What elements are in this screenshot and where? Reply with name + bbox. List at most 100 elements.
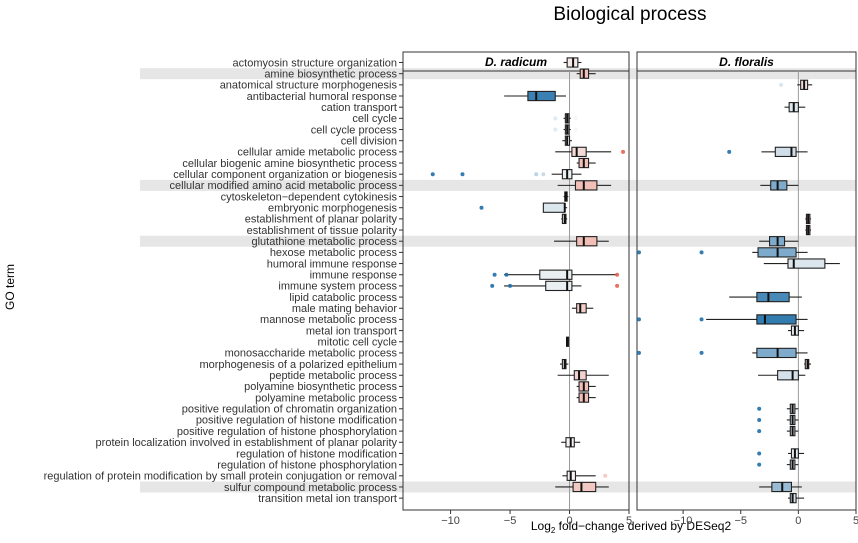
x-tick-label: 0 xyxy=(566,515,572,527)
panel-frame xyxy=(636,51,857,511)
box-iqr xyxy=(573,370,587,381)
outlier-point xyxy=(779,82,784,87)
box-group xyxy=(492,269,620,280)
y-tick-label: hexose metabolic process xyxy=(270,247,398,259)
box-group xyxy=(430,169,582,180)
box-group xyxy=(784,102,806,113)
box-group xyxy=(563,57,582,68)
outlier-point xyxy=(615,283,620,288)
box-group xyxy=(557,370,609,381)
x-tick-label: −10 xyxy=(674,515,693,527)
y-tick-label: embryonic morphogenesis xyxy=(268,203,398,215)
box-group xyxy=(562,470,608,481)
outlier-point xyxy=(541,172,546,177)
box-group xyxy=(779,79,813,90)
box-iqr xyxy=(539,269,573,280)
plot-layer: D. radicum −10 −5 0 5 D. floralis −10 −5 0 5 actom… xyxy=(44,51,858,527)
y-tick-label: mannose metabolic process xyxy=(260,314,397,326)
box-group xyxy=(557,180,612,191)
box-group xyxy=(490,280,620,292)
outlier-point xyxy=(757,429,762,434)
box-group xyxy=(560,358,569,370)
y-tick-label: morphogenesis of a polarized epithelium xyxy=(199,359,397,371)
x-tick-label: 5 xyxy=(626,515,632,527)
box-iqr xyxy=(770,180,788,191)
box-group xyxy=(555,146,626,158)
outlier-point xyxy=(699,250,704,255)
y-tick-label: anatomical structure morphogenesis xyxy=(220,80,398,92)
y-tick-label: cellular amide metabolic process xyxy=(237,147,397,159)
x-tick-label: −5 xyxy=(504,515,517,527)
y-tick-label: polyamine metabolic process xyxy=(255,392,397,404)
box-iqr xyxy=(545,280,573,292)
box-group xyxy=(561,213,568,225)
y-tick-label: monosaccharide metabolic process xyxy=(225,348,398,360)
y-tick-label: male mating behavior xyxy=(292,303,398,315)
box-group xyxy=(759,481,802,493)
box-group xyxy=(757,448,805,459)
outlier-point xyxy=(727,149,732,154)
box-group xyxy=(763,258,840,269)
x-tick-label: −10 xyxy=(441,515,460,527)
box-group xyxy=(637,314,808,325)
box-iqr xyxy=(576,303,587,314)
outlier-point xyxy=(637,317,641,322)
highlight-band xyxy=(140,179,856,191)
y-tick-label: regulation of histone modification xyxy=(236,448,397,460)
facet-strip-label: D. radicum xyxy=(485,55,547,69)
box-group xyxy=(637,247,808,258)
y-tick-label: amine biosynthetic process xyxy=(264,68,397,80)
x-tick-label: 5 xyxy=(853,515,858,527)
box-iqr xyxy=(576,236,598,247)
y-tick-label: regulation of histone phosphorylation xyxy=(217,459,397,471)
y-tick-label: peptide metabolic process xyxy=(269,370,397,382)
outlier-point xyxy=(479,205,484,210)
y-tick-label: sulfur compound metabolic process xyxy=(224,482,398,494)
outlier-point xyxy=(757,417,762,422)
box-group xyxy=(758,370,806,381)
box-group xyxy=(576,381,596,392)
y-tick-label: glutathione metabolic process xyxy=(251,236,397,248)
box-group xyxy=(479,202,568,213)
highlight-band xyxy=(140,481,856,493)
y-tick-label: lipid catabolic process xyxy=(289,292,397,304)
box-iqr xyxy=(777,370,799,381)
x-axis-title: Log2 fold−change derived by DESeq2 xyxy=(531,519,732,535)
x-tick-label: −5 xyxy=(734,515,747,527)
outlier-point xyxy=(553,116,558,121)
y-tick-label: positive regulation of chromatin organiz… xyxy=(182,404,397,416)
box-iqr xyxy=(542,202,566,213)
box-group xyxy=(504,90,566,102)
box-group xyxy=(576,392,596,403)
chart-title: Biological process xyxy=(553,4,706,25)
outlier-point xyxy=(490,283,495,288)
box-group xyxy=(576,68,596,79)
y-tick-label: mitotic cell cycle xyxy=(318,337,397,349)
outlier-point xyxy=(553,127,558,132)
highlight-band xyxy=(140,235,856,247)
y-tick-label: polyamine biosynthetic process xyxy=(244,381,397,393)
x-axis-title-prefix: Log xyxy=(531,519,551,533)
y-tick-label: positive regulation of histone phosphory… xyxy=(177,426,397,438)
box-iqr xyxy=(756,291,790,303)
box-iqr xyxy=(756,314,797,325)
box-group xyxy=(555,481,609,493)
box-group xyxy=(757,459,799,470)
y-tick-label: cation transport xyxy=(321,102,397,114)
y-tick-label: transition metal ion transport xyxy=(258,493,397,505)
box-group xyxy=(729,291,802,303)
outlier-point xyxy=(699,350,704,355)
y-tick-label: metal ion transport xyxy=(306,325,397,337)
outlier-point xyxy=(504,272,509,277)
box-group xyxy=(805,213,812,225)
box-group xyxy=(565,336,570,347)
box-group xyxy=(553,113,578,124)
y-tick-label: cell division xyxy=(341,135,397,147)
outlier-point xyxy=(757,462,762,467)
y-tick-label: cellular component organization or bioge… xyxy=(173,169,397,181)
outlier-point xyxy=(492,272,497,277)
box-group xyxy=(757,425,799,437)
y-tick-label: immune response xyxy=(310,270,397,282)
